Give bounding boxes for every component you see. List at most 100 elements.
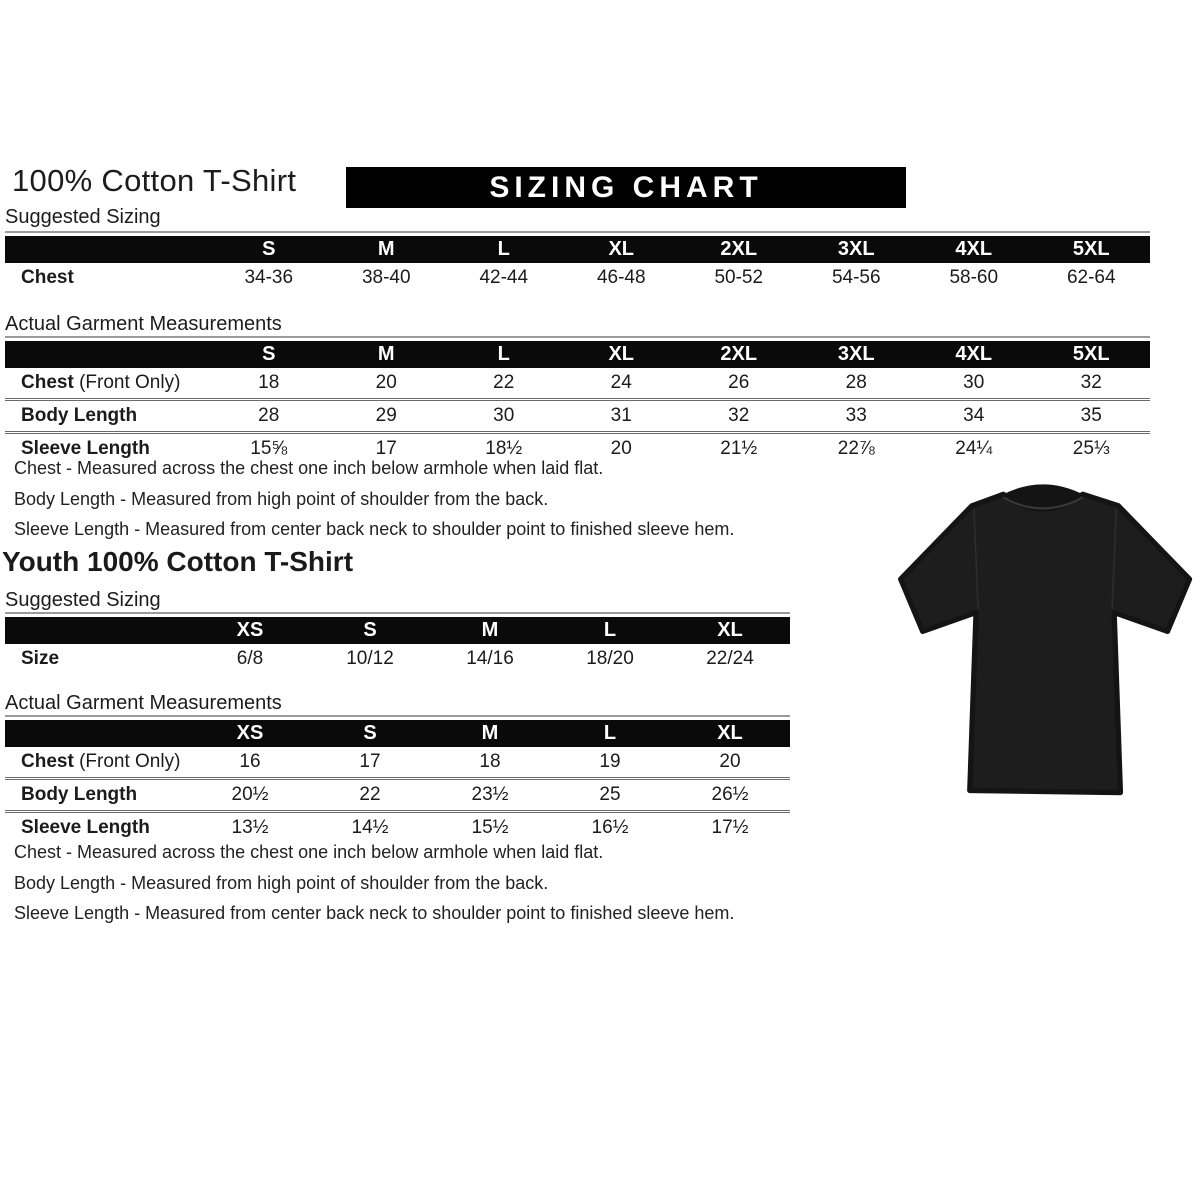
row-label: Sleeve Length	[5, 810, 190, 843]
row-label: Chest (Front Only)	[21, 751, 181, 772]
measurement-cell: 22/24	[706, 648, 754, 669]
measurement-cell: 32	[1080, 372, 1102, 393]
size-column-header: L	[445, 236, 563, 263]
measurement-cell: 18/20	[586, 648, 634, 669]
measurement-cell: 25⅓	[1032, 431, 1150, 464]
size-column-header: S	[310, 617, 430, 644]
measurement-cell: 15⅝	[210, 431, 328, 464]
table-header-row: S M L XL 2XL 3XL 4XL 5XL	[5, 341, 1150, 368]
measurement-cell: 35	[1032, 398, 1150, 433]
black-tshirt-image	[898, 484, 1193, 796]
measurement-cell: 58-60	[949, 267, 999, 288]
measurement-cell: 22	[310, 777, 430, 812]
size-column-header: M	[430, 617, 550, 644]
divider	[5, 231, 1150, 233]
banner-label: SIZING CHART	[489, 170, 763, 204]
youth-measurement-notes: Chest - Measured across the chest one in…	[14, 842, 734, 934]
size-column-header: 3XL	[797, 236, 915, 263]
table-row-body-length: Body Length 28 29 30 31 32 33 34 35	[5, 398, 1150, 433]
note-sleeve-length: Sleeve Length - Measured from center bac…	[14, 903, 735, 923]
measurement-cell: 14½	[310, 810, 430, 843]
tshirt-left-sleeve-seam	[973, 508, 979, 610]
table-header-row: XS S M L XL	[5, 720, 790, 747]
measurement-cell: 18½	[445, 431, 563, 464]
measurement-cell: 29	[327, 398, 445, 433]
measurement-cell: 18	[258, 372, 280, 393]
size-column-header: 5XL	[1032, 341, 1150, 368]
size-column-header: 4XL	[915, 341, 1033, 368]
measurement-cell: 26	[728, 372, 750, 393]
size-column-header: XS	[190, 617, 310, 644]
tshirt-body	[898, 491, 1193, 796]
youth-actual-measurements-table: XS S M L XL Chest (Front Only) 16 17 18 …	[5, 720, 790, 843]
page-title: 100% Cotton T-Shirt	[12, 163, 297, 198]
row-label: Body Length	[5, 777, 190, 812]
measurement-cell: 17	[327, 431, 445, 464]
measurement-cell: 20	[375, 372, 397, 393]
youth-suggested-sizing-table: XS S M L XL Size 6/8 10/12 14/16 18/20 2…	[5, 617, 790, 674]
size-column-header: XL	[562, 341, 680, 368]
tshirt-collar	[1001, 484, 1085, 509]
measurement-cell: 33	[797, 398, 915, 433]
size-column-header: L	[550, 720, 670, 747]
row-label: Chest	[21, 267, 74, 288]
measurement-cell: 24	[610, 372, 632, 393]
size-column-header: M	[327, 341, 445, 368]
note-body-length: Body Length - Measured from high point o…	[14, 872, 549, 893]
measurement-cell: 24¼	[915, 431, 1033, 464]
header-corner-cell	[5, 236, 210, 263]
measurement-cell: 20	[562, 431, 680, 464]
note-sleeve-length: Sleeve Length - Measured from center bac…	[14, 519, 735, 539]
divider	[5, 336, 1150, 338]
table-row-chest-front-only: Chest (Front Only) 16 17 18 19 20	[5, 747, 790, 779]
note-chest: Chest - Measured across the chest one in…	[14, 842, 604, 862]
header-corner-cell	[5, 617, 190, 644]
measurement-cell: 22⅞	[797, 431, 915, 464]
row-label: Body Length	[5, 398, 210, 433]
measurement-cell: 17½	[670, 810, 790, 843]
size-column-header: XL	[562, 236, 680, 263]
youth-page-title: Youth 100% Cotton T-Shirt	[2, 546, 354, 577]
size-column-header: S	[210, 236, 328, 263]
size-column-header: M	[430, 720, 550, 747]
size-column-header: L	[445, 341, 563, 368]
measurement-cell: 34-36	[244, 267, 294, 288]
table-row-sleeve-length: Sleeve Length 15⅝ 17 18½ 20 21½ 22⅞ 24¼ …	[5, 431, 1150, 464]
measurement-cell: 20½	[190, 777, 310, 812]
size-column-header: M	[327, 236, 445, 263]
measurement-cell: 6/8	[236, 648, 264, 669]
adult-actual-measurements-label: Actual Garment Measurements	[5, 313, 282, 335]
divider	[5, 715, 790, 717]
row-label: Chest (Front Only)	[21, 372, 181, 393]
measurement-cell: 28	[845, 372, 867, 393]
table-row-chest: Chest 34-36 38-40 42-44 46-48 50-52 54-5…	[5, 263, 1150, 293]
measurement-cell: 13½	[190, 810, 310, 843]
measurement-cell: 50-52	[714, 267, 764, 288]
size-column-header: S	[210, 341, 328, 368]
measurement-cell: 23½	[430, 777, 550, 812]
table-row-sleeve-length: Sleeve Length 13½ 14½ 15½ 16½ 17½	[5, 810, 790, 843]
tshirt-collar-seam	[1002, 496, 1084, 510]
measurement-cell: 31	[562, 398, 680, 433]
measurement-cell: 30	[963, 372, 985, 393]
measurement-cell: 28	[210, 398, 328, 433]
size-column-header: 2XL	[680, 236, 798, 263]
sizing-chart-banner: SIZING CHART	[346, 167, 906, 208]
measurement-cell: 62-64	[1066, 267, 1116, 288]
measurement-cell: 38-40	[361, 267, 411, 288]
adult-measurement-notes: Chest - Measured across the chest one in…	[14, 458, 734, 550]
size-column-header: XS	[190, 720, 310, 747]
table-row-size: Size 6/8 10/12 14/16 18/20 22/24	[5, 644, 790, 674]
measurement-cell: 54-56	[831, 267, 881, 288]
header-corner-cell	[5, 341, 210, 368]
table-row-chest-front-only: Chest (Front Only) 18 20 22 24 26 28 30 …	[5, 368, 1150, 400]
table-header-row: XS S M L XL	[5, 617, 790, 644]
measurement-cell: 16	[239, 751, 261, 772]
note-body-length: Body Length - Measured from high point o…	[14, 488, 549, 509]
size-column-header: XL	[670, 720, 790, 747]
row-label: Size	[21, 648, 60, 669]
size-column-header: L	[550, 617, 670, 644]
tshirt-right-sleeve-seam	[1111, 508, 1118, 610]
measurement-cell: 21½	[680, 431, 798, 464]
measurement-cell: 46-48	[596, 267, 646, 288]
